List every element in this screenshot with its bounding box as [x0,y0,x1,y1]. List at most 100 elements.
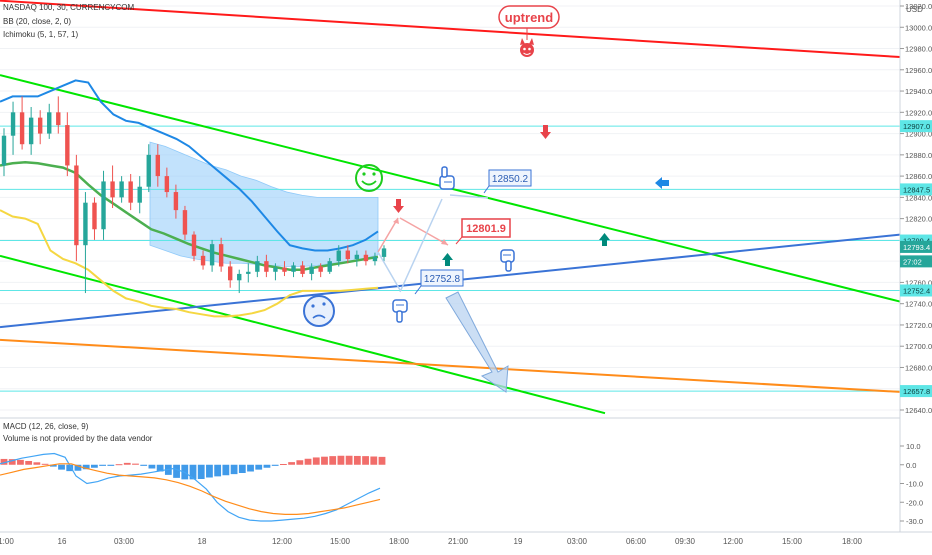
down-arrow-shape [445,291,509,393]
macd-histogram-bar [337,455,345,465]
candle-body [47,112,52,134]
macd-tick-label: -30.0 [906,517,923,526]
macd-histogram-bar [49,464,57,467]
candle-body [264,261,269,272]
macd-histogram-bar [25,461,33,465]
candle-body [336,250,341,262]
symbol-legend[interactable]: NASDAQ 100, 30, CURRENCYCOM [3,3,135,12]
macd-histogram-bar [279,464,287,465]
macd-histogram-bar [312,457,320,465]
projection-arrowhead [393,218,399,224]
macd-histogram-bar [345,455,353,465]
macd-histogram-bar [17,459,24,465]
callout-pointer [483,185,490,194]
candle-body [200,255,206,266]
candle-body [65,125,70,166]
candle-body [164,176,170,193]
callout-12801-label: 12801.9 [466,223,506,235]
price-tick-label: 12840.0 [905,193,932,202]
macd-histogram-bar [296,460,304,465]
time-tick-label: 19 [514,537,523,546]
macd-tick-label: -20.0 [906,498,923,507]
candles [1,96,387,294]
candle-body [101,181,106,230]
bb-legend[interactable]: BB (20, close, 2, 0) [3,17,72,26]
price-tick-label: 12960.0 [905,66,932,75]
candle-body [354,254,360,260]
time-tick-label: 06:00 [626,537,647,546]
price-axis: 13020.0 13000.0 12980.0 12960.0 12940.0 12920… [900,2,932,415]
candle-body [119,181,124,198]
price-label-box [900,240,932,253]
macd-histogram-bar [263,464,271,468]
macd-histogram-bar [0,458,8,465]
candle-body [255,261,260,272]
macd-histogram-bar [304,458,312,465]
ma-line [0,161,379,271]
candle-body [10,112,16,136]
callout-pointer [414,285,422,295]
projection-arrowhead [441,239,448,245]
down-arrow-icon [540,125,551,139]
price-label-text: 12907.0 [903,122,930,131]
macd-tick-label: 0.0 [906,461,916,470]
macd-histogram-bar [247,464,254,472]
macd-histogram-bar [82,464,90,470]
time-tick-label: 1:00 [0,537,14,546]
price-label-text: 12752.4 [903,287,930,296]
macd-histogram-bar [214,464,222,477]
macd-legend[interactable]: MACD (12, 26, close, 9) [3,422,89,431]
time-tick-label: 18:00 [842,537,863,546]
macd-histogram-bar [206,464,213,478]
candle-body [92,202,97,230]
confused-face-icon [303,295,335,327]
bb-upper-line [0,79,379,252]
price-label-box [900,183,932,196]
macd-histogram-bar [362,456,369,465]
candle-body [209,244,215,266]
price-tick-label: 12880.0 [905,151,932,160]
time-axis: 1:00 16 03:00 18 12:00 15:00 18:00 21:00 19 03:00… [0,537,863,546]
macd-histogram-bar [222,464,230,476]
candle-body [1,135,7,166]
candle-body [37,117,43,134]
macd-histogram-bar [74,464,82,471]
time-tick-label: 18:00 [389,537,410,546]
candle-body [19,112,25,145]
price-label-box [900,385,932,398]
ichimoku-legend[interactable]: Ichimoku (5, 1, 57, 1) [3,30,79,39]
time-tick-label: 15:00 [330,537,351,546]
price-tick-label: 12900.0 [905,130,932,139]
price-label-text: 27:02 [903,257,922,266]
callout-12752-label: 12752.8 [424,274,461,285]
macd-histogram-bar [321,456,328,465]
candle-body [182,210,188,235]
price-label-box [900,255,932,268]
callout-12850 [488,169,532,187]
indicator-lines [0,79,379,318]
macd-histogram-bar [353,455,361,465]
candle-body [227,266,233,281]
candle-body [282,267,287,272]
callout-pointer [455,236,463,245]
callout-12850-label: 12850.2 [492,174,529,185]
price-tick-label: 12720.0 [905,321,932,330]
price-label-text: 12847.5 [903,185,930,194]
time-tick-label: 09:30 [675,537,696,546]
candle-body [291,265,296,272]
price-tick-label: 12920.0 [905,108,932,117]
candle-body [363,254,369,262]
time-tick-label: 18 [198,537,207,546]
candle-body [300,265,305,274]
time-tick-label: 16 [58,537,67,546]
candle-body [146,154,151,187]
callout-12801 [461,218,511,238]
left-arrow-icon [655,177,669,189]
candle-body [137,186,142,203]
macd-histogram-bar [140,464,148,466]
macd-histogram-bar [148,464,156,469]
cloud-area [149,141,379,267]
candle-body [372,256,378,262]
